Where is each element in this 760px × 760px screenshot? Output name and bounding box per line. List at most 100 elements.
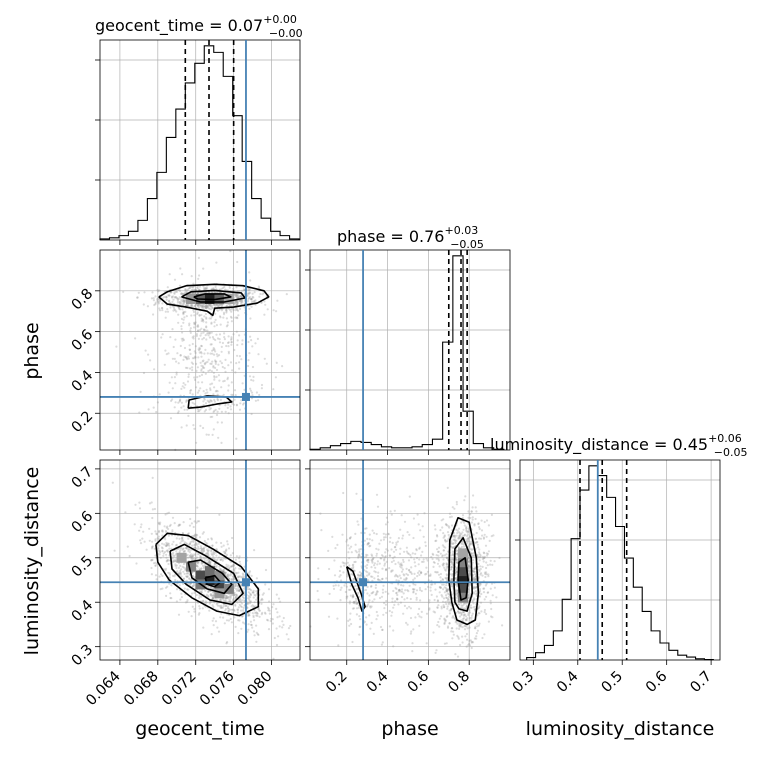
sample-point <box>239 307 242 310</box>
sample-point <box>251 612 254 615</box>
sample-point <box>389 510 392 513</box>
sample-point <box>248 598 251 601</box>
sample-point <box>371 529 374 532</box>
sample-point <box>164 567 168 570</box>
sample-point <box>461 610 465 614</box>
sample-point <box>197 545 200 548</box>
sample-point <box>474 506 477 509</box>
sample-point <box>210 315 213 318</box>
sample-point <box>163 363 166 366</box>
sample-point <box>489 599 492 602</box>
sample-point <box>478 583 481 586</box>
sample-point <box>201 338 204 341</box>
sample-point <box>382 613 385 616</box>
sample-point <box>200 368 203 371</box>
sample-point <box>203 410 206 413</box>
sample-point <box>161 549 164 553</box>
sample-point <box>240 300 243 303</box>
sample-point <box>158 575 161 578</box>
sample-point <box>397 588 401 592</box>
sample-point <box>412 517 415 520</box>
sample-point <box>224 410 227 413</box>
sample-point <box>479 554 482 557</box>
sample-point <box>172 555 175 558</box>
sample-point <box>197 277 200 280</box>
panel-distance-vs-phase: 0.2 0.4 0.6 0.8 <box>305 459 511 696</box>
sample-point <box>415 598 418 601</box>
sample-point <box>375 554 378 557</box>
sample-point <box>476 629 479 632</box>
sample-point <box>238 295 241 298</box>
sample-point <box>446 588 449 591</box>
sample-point <box>485 595 488 598</box>
sample-point <box>445 565 448 568</box>
sample-point <box>211 306 214 310</box>
sample-point <box>489 602 492 605</box>
sample-point <box>370 605 373 608</box>
sample-point <box>275 643 279 647</box>
sample-point <box>203 328 206 332</box>
sample-point <box>185 358 189 361</box>
sample-point <box>250 623 253 627</box>
sample-point <box>215 360 218 363</box>
sample-point <box>394 562 397 566</box>
sample-point <box>442 549 445 552</box>
sample-point <box>236 339 239 342</box>
sample-point <box>212 605 215 609</box>
sample-point <box>212 365 215 368</box>
sample-point <box>478 569 481 573</box>
sample-point <box>483 571 487 574</box>
sample-point <box>327 549 330 553</box>
sample-point <box>195 564 198 567</box>
sample-point <box>236 584 239 588</box>
sample-point <box>171 357 174 360</box>
sample-point <box>210 322 213 325</box>
sample-point <box>459 535 462 538</box>
sample-point <box>218 513 221 516</box>
sample-point <box>384 551 387 554</box>
sample-point <box>202 291 205 294</box>
sample-point <box>383 607 386 610</box>
sample-point <box>427 585 430 589</box>
sample-point <box>285 633 288 636</box>
sample-point <box>192 557 195 560</box>
sample-point <box>191 401 194 404</box>
sample-point <box>348 537 351 540</box>
sample-point <box>368 594 371 597</box>
sample-point <box>185 400 188 403</box>
sample-point <box>230 337 233 340</box>
sample-point <box>370 566 373 569</box>
sample-point <box>462 528 465 531</box>
sample-point <box>358 571 361 574</box>
sample-point <box>196 547 199 551</box>
sample-point <box>230 341 233 344</box>
sample-point <box>195 441 198 444</box>
sample-point <box>487 524 490 527</box>
sample-point <box>493 586 496 589</box>
sample-point <box>437 546 441 549</box>
sample-point <box>187 610 190 613</box>
sample-point <box>474 586 477 589</box>
sample-point <box>169 306 172 309</box>
sample-point <box>420 554 423 557</box>
sample-point <box>176 352 179 355</box>
sample-point <box>251 394 254 397</box>
sample-point <box>224 550 227 553</box>
sample-point <box>404 578 407 582</box>
sample-point <box>275 310 278 313</box>
sample-point <box>446 605 449 608</box>
sample-point <box>196 391 199 394</box>
sample-point <box>418 547 421 550</box>
sample-point <box>190 292 193 295</box>
sample-point <box>225 563 228 566</box>
sample-point <box>230 578 233 581</box>
sample-point <box>190 522 193 525</box>
sample-point <box>253 299 256 303</box>
sample-point <box>470 542 473 545</box>
sample-point <box>236 308 239 311</box>
sample-point <box>240 584 243 587</box>
sample-point <box>405 546 408 549</box>
sample-point <box>179 572 182 575</box>
sample-point <box>375 493 379 496</box>
sample-point <box>465 527 468 530</box>
